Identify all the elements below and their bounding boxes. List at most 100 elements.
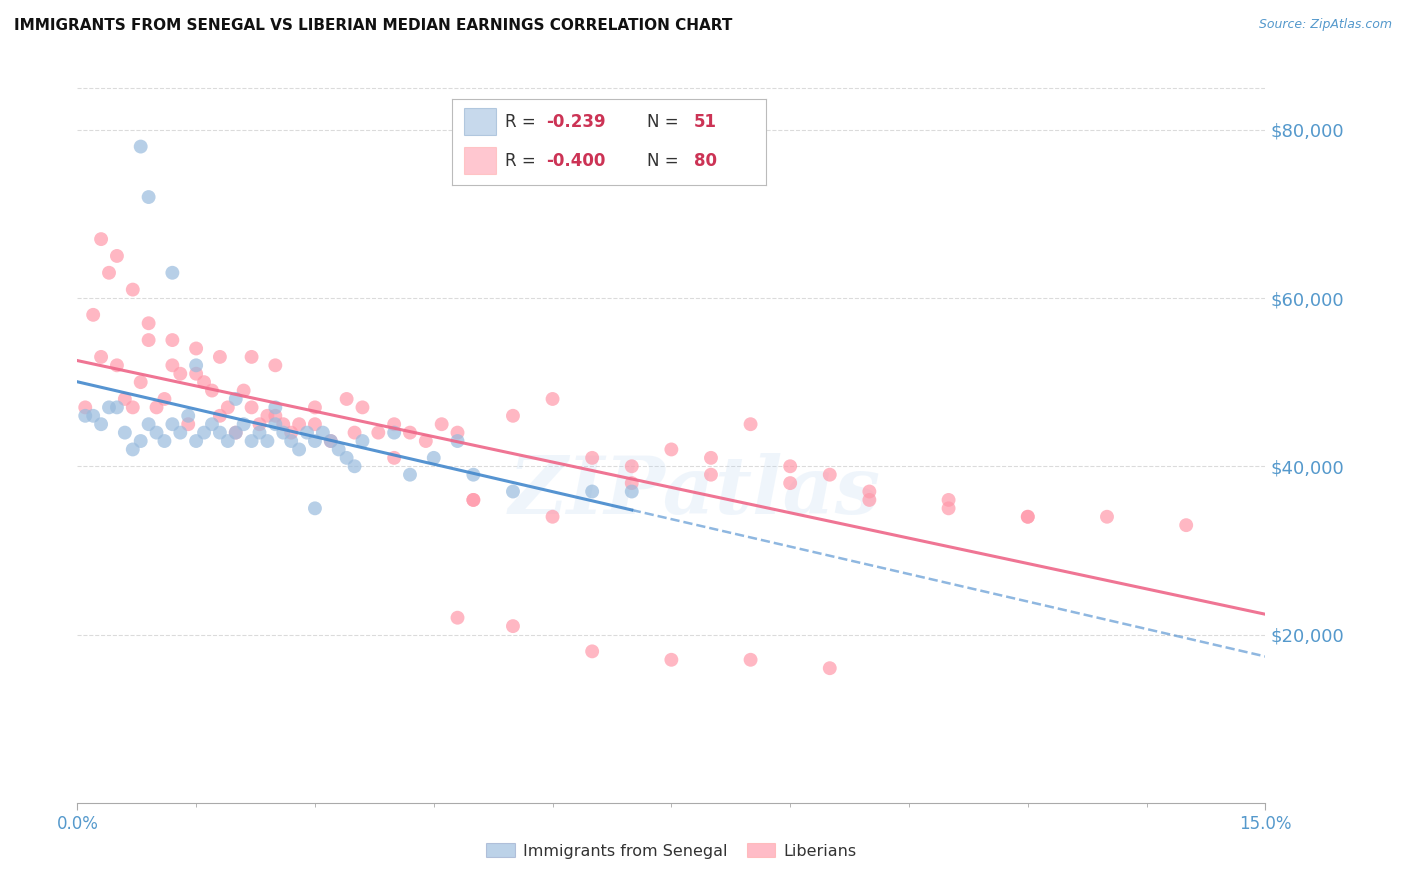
Point [177,417,200,432]
Point [208,350,231,364]
Point [740,653,762,667]
Point [201,384,224,398]
Point [399,425,422,440]
Point [700,467,723,482]
Point [90,350,112,364]
Point [541,392,564,406]
Point [463,467,485,482]
Point [352,401,374,415]
Point [1175,518,1198,533]
Point [661,653,683,667]
Point [295,425,318,440]
Point [217,434,239,448]
Point [225,392,247,406]
Point [288,417,311,432]
Point [288,442,311,457]
Point [367,425,389,440]
Point [208,425,231,440]
Point [162,333,184,347]
Point [271,425,294,440]
Point [700,450,723,465]
Point [430,417,453,432]
Point [779,459,801,474]
Point [502,409,524,423]
Point [382,417,405,432]
Point [858,492,880,507]
Point [858,484,880,499]
Point [169,425,191,440]
Point [225,425,247,440]
Point [129,434,152,448]
Point [352,434,374,448]
Point [463,492,485,507]
Point [502,484,524,499]
Point [75,409,97,423]
Point [186,434,208,448]
Point [336,392,359,406]
Point [145,425,167,440]
Point [177,409,200,423]
Point [319,434,342,448]
Point [399,467,422,482]
Point [415,434,437,448]
Point [105,401,128,415]
Point [193,375,215,389]
Point [312,425,335,440]
Point [249,425,271,440]
Point [343,459,366,474]
Point [620,476,643,491]
Point [138,417,160,432]
Point [138,316,160,330]
Point [129,139,152,153]
Point [382,425,405,440]
Point [818,661,841,675]
Point [446,434,468,448]
Point [256,434,278,448]
Point [1017,509,1039,524]
Point [938,492,960,507]
Point [463,492,485,507]
Point [121,401,143,415]
Point [90,417,112,432]
Point [162,417,184,432]
Point [232,417,254,432]
Point [82,409,104,423]
Text: ZIPatlas: ZIPatlas [509,453,882,531]
Point [75,401,97,415]
Legend: Immigrants from Senegal, Liberians: Immigrants from Senegal, Liberians [479,837,863,865]
Point [169,367,191,381]
Point [264,359,287,373]
Point [82,308,104,322]
Point [121,442,143,457]
Point [620,484,643,499]
Point [328,442,350,457]
Point [502,619,524,633]
Point [581,450,603,465]
Point [319,434,342,448]
Point [256,409,278,423]
Point [249,417,271,432]
Text: IMMIGRANTS FROM SENEGAL VS LIBERIAN MEDIAN EARNINGS CORRELATION CHART: IMMIGRANTS FROM SENEGAL VS LIBERIAN MEDI… [14,18,733,33]
Point [382,450,405,465]
Point [779,476,801,491]
Point [1095,509,1118,524]
Point [264,401,287,415]
Point [740,417,762,432]
Point [581,644,603,658]
Point [138,190,160,204]
Point [446,425,468,440]
Point [422,450,444,465]
Point [304,501,326,516]
Point [153,434,176,448]
Point [186,359,208,373]
Point [818,467,841,482]
Point [138,333,160,347]
Point [446,610,468,624]
Point [264,417,287,432]
Point [105,249,128,263]
Point [271,417,294,432]
Point [217,401,239,415]
Point [162,266,184,280]
Point [264,409,287,423]
Point [232,384,254,398]
